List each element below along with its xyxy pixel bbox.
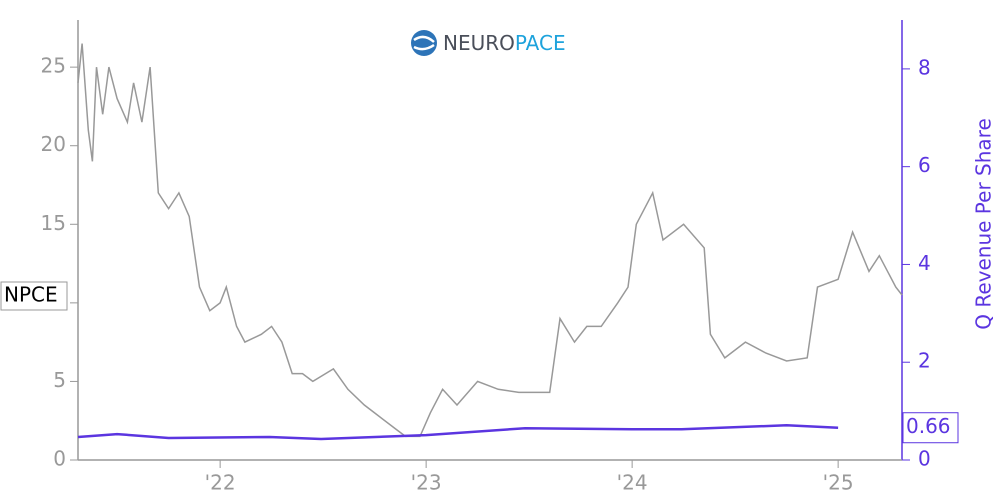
y2-tick-label: 6 xyxy=(918,153,931,177)
logo-text: NEUROPACE xyxy=(443,31,566,55)
value-label-box xyxy=(902,412,959,444)
y-tick-label: 25 xyxy=(41,54,66,78)
series-line xyxy=(77,43,903,438)
logo-part: PACE xyxy=(515,31,566,55)
x-tick-label: '24 xyxy=(617,471,648,495)
value-label: 0.66 xyxy=(906,414,951,438)
logo: NEUROPACE xyxy=(411,30,566,56)
series-line xyxy=(77,424,839,441)
y2-tick-label: 0 xyxy=(918,447,931,471)
series-name-box xyxy=(0,281,68,311)
logo-icon xyxy=(411,30,437,56)
logo-part: NEURO xyxy=(443,31,515,55)
y-tick-label: 20 xyxy=(41,132,66,156)
logo-icon-stroke xyxy=(413,35,435,51)
y2-tick-label: 4 xyxy=(918,251,931,275)
x-tick-label: '23 xyxy=(411,471,442,495)
y2-tick-label: 8 xyxy=(918,55,931,79)
x-tick-label: '22 xyxy=(205,471,236,495)
x-tick-label: '25 xyxy=(823,471,854,495)
y2-axis-title: Q Revenue Per Share xyxy=(972,118,996,330)
series-name: NPCE xyxy=(4,283,58,307)
y-tick-label: 5 xyxy=(53,368,66,392)
y-tick-label: 15 xyxy=(41,211,66,235)
y-tick-label: 0 xyxy=(53,447,66,471)
y2-tick-label: 2 xyxy=(918,349,931,373)
